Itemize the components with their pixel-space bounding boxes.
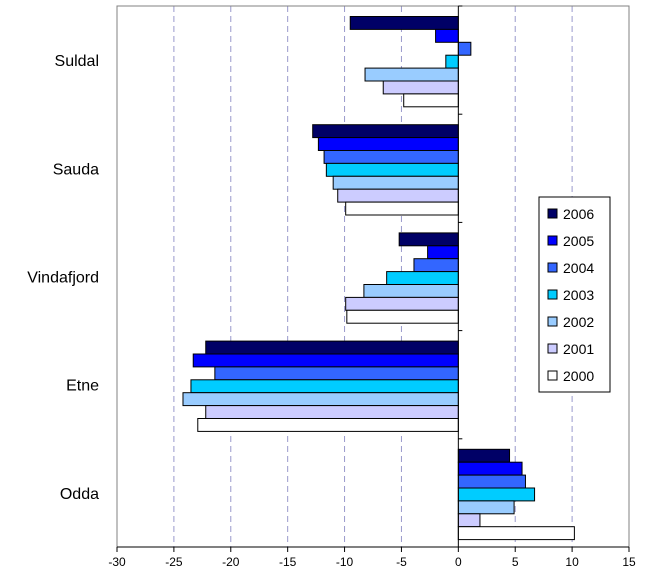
bar-odda-2001	[457, 513, 481, 528]
bar-odda-2004	[457, 474, 526, 489]
legend-swatch-2001	[547, 343, 558, 354]
bar-sauda-2005	[317, 137, 459, 152]
bar-etne-2005	[192, 353, 459, 368]
x-tick-label: -5	[396, 555, 407, 569]
x-tick-label: -20	[222, 555, 240, 569]
bar-odda-2002	[457, 500, 515, 515]
legend-swatch-2006	[547, 208, 558, 219]
x-tick-label: -30	[108, 555, 126, 569]
bar-suldal-2005	[435, 28, 459, 43]
bar-etne-2001	[205, 405, 459, 420]
legend-label-2005: 2005	[563, 233, 594, 249]
bar-sauda-2003	[325, 162, 459, 177]
axes	[116, 5, 630, 552]
x-tick-label: 15	[622, 555, 636, 569]
x-tick-label: -25	[165, 555, 183, 569]
legend-label-2004: 2004	[563, 260, 594, 276]
bar-etne-2003	[190, 379, 459, 394]
bar-vindafjord-2005	[427, 245, 459, 260]
bar-etne-2000	[197, 418, 459, 432]
x-tick-label: 0	[455, 555, 462, 569]
bar-odda-2003	[457, 487, 536, 502]
category-label-vindafjord: Vindafjord	[27, 270, 99, 287]
bar-sauda-2000	[345, 201, 459, 216]
legend: 2006 2005 2004 2003 2002 2001 2000	[538, 196, 611, 393]
bars	[182, 16, 575, 541]
bar-etne-2006	[205, 340, 459, 355]
bar-odda-2005	[457, 461, 523, 476]
bar-suldal-2003	[445, 54, 459, 69]
legend-swatch-2005	[547, 235, 558, 246]
x-tick-label: 5	[512, 555, 519, 569]
legend-swatch-2000	[547, 370, 558, 381]
bar-vindafjord-2001	[345, 296, 459, 311]
bar-sauda-2002	[332, 175, 459, 190]
bar-vindafjord-2004	[413, 258, 459, 273]
legend-label-2000: 2000	[563, 368, 594, 384]
bar-suldal-2002	[364, 67, 459, 82]
category-labels: Suldal Sauda Vindafjord Etne Odda	[27, 53, 99, 503]
legend-label-2003: 2003	[563, 287, 594, 303]
bar-etne-2002	[182, 392, 459, 407]
legend-label-2002: 2002	[563, 314, 594, 330]
bar-suldal-2001	[382, 80, 459, 95]
bar-odda-2000	[457, 526, 575, 541]
tick-labels: -30 -25 -20 -15 -10 -5 0 5 10 15	[108, 555, 636, 569]
bar-sauda-2006	[312, 124, 459, 139]
bar-etne-2004	[214, 366, 459, 381]
legend-swatch-2002	[547, 316, 558, 327]
bar-odda-2006	[457, 448, 511, 463]
category-label-sauda: Sauda	[53, 161, 99, 178]
category-label-etne: Etne	[66, 378, 99, 395]
category-label-odda: Odda	[60, 486, 99, 503]
bar-sauda-2004	[323, 150, 459, 164]
bar-vindafjord-2003	[386, 271, 459, 286]
bar-suldal-2006	[349, 16, 459, 30]
bar-suldal-2000	[403, 93, 459, 108]
legend-label-2006: 2006	[563, 206, 594, 222]
x-tick-label: -15	[279, 555, 297, 569]
bar-suldal-2004	[457, 41, 472, 56]
x-tick-label: -10	[336, 555, 354, 569]
bar-sauda-2001	[337, 188, 459, 203]
x-tick-label: 10	[565, 555, 579, 569]
bar-vindafjord-2000	[346, 309, 459, 324]
legend-label-2001: 2001	[563, 341, 594, 357]
category-label-suldal: Suldal	[55, 53, 99, 70]
bar-vindafjord-2002	[363, 284, 459, 298]
bar-vindafjord-2006	[398, 232, 459, 247]
legend-swatch-2003	[547, 289, 558, 300]
legend-swatch-2004	[547, 262, 558, 273]
